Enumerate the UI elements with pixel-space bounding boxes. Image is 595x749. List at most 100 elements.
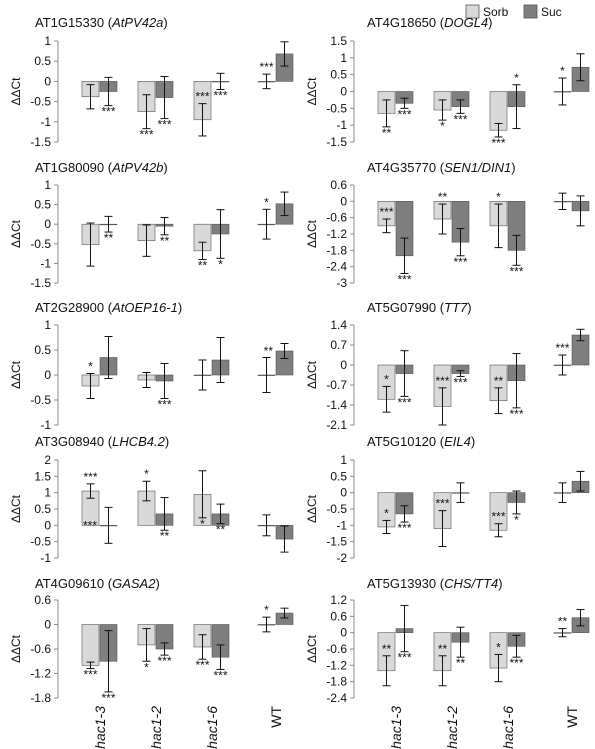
y-tick-label: 0.5 <box>34 502 51 516</box>
y-axis-label: ΔΔCt <box>305 219 319 248</box>
y-tick-label: 0 <box>44 518 51 532</box>
y-tick-label: 1.2 <box>330 593 347 607</box>
y-tick-label: 0 <box>44 74 51 88</box>
significance-mark: *** <box>435 374 449 388</box>
y-tick-label: -1.2 <box>30 667 51 681</box>
x-category-label: WT <box>564 706 580 728</box>
y-tick-label: -1.4 <box>326 398 347 412</box>
significance-mark: *** <box>101 691 115 705</box>
y-tick-label: 0.6 <box>330 609 347 623</box>
significance-mark: *** <box>397 521 411 535</box>
title-suffix: ) <box>467 300 471 315</box>
title-gene: AtOEP16-1 <box>111 300 178 315</box>
panel-6: AT3G08940 (LHCB4.2)21.510.50-0.5-1ΔΔCt**… <box>9 434 294 565</box>
y-tick-label: 0.5 <box>330 469 347 483</box>
significance-mark: * <box>560 64 565 78</box>
y-tick-label: -1.8 <box>30 691 51 705</box>
y-axis-label: ΔΔCt <box>9 219 23 248</box>
y-tick-label: 1.5 <box>34 469 51 483</box>
title-suffix: ) <box>471 434 475 449</box>
y-tick-label: 0.5 <box>34 198 51 212</box>
significance-mark: *** <box>157 654 171 668</box>
title-suffix: ) <box>178 300 182 315</box>
y-tick-label: -1.5 <box>326 135 347 149</box>
significance-mark: * <box>88 360 93 374</box>
title-gene: AtPV42a <box>111 15 163 30</box>
significance-mark: *** <box>379 205 393 219</box>
legend-swatch-sorb <box>465 4 480 19</box>
y-tick-label: 1 <box>340 51 347 65</box>
significance-mark: ** <box>264 344 274 358</box>
significance-mark: *** <box>453 112 467 126</box>
panel-title: AT1G15330 (AtPV42a) <box>35 15 168 30</box>
y-axis-label: ΔΔCt <box>9 634 23 663</box>
x-category-label: hac1-6 <box>204 706 220 749</box>
title-prefix: AT1G80090 ( <box>35 160 113 175</box>
y-tick-label: 0 <box>340 626 347 640</box>
significance-mark: ** <box>494 374 504 388</box>
title-prefix: AT2G28900 ( <box>35 300 113 315</box>
panel-title: AT5G10120 (EIL4) <box>367 434 475 449</box>
panel-2: AT1G80090 (AtPV42b)10.50-0.5-1-1.5ΔΔCt**… <box>9 160 294 290</box>
title-gene: GASA2 <box>112 576 156 591</box>
y-axis-label: ΔΔCt <box>9 360 23 389</box>
significance-mark: *** <box>83 518 97 532</box>
y-tick-label: 0.6 <box>330 178 347 192</box>
y-tick-label: -1 <box>336 118 347 132</box>
significance-mark: *** <box>491 510 505 524</box>
y-tick-label: 0.5 <box>330 68 347 82</box>
y-tick-label: 1.5 <box>330 34 347 48</box>
significance-mark: *** <box>397 272 411 286</box>
y-tick-label: -0.5 <box>30 95 51 109</box>
significance-mark: * <box>514 513 519 527</box>
title-gene: DOGL4 <box>444 15 488 30</box>
y-tick-label: -2.4 <box>326 260 347 274</box>
x-category-label: hac1-2 <box>444 706 460 749</box>
y-tick-label: 0.5 <box>34 54 51 68</box>
panel-title: AT5G07990 (TT7) <box>367 300 472 315</box>
significance-mark: * <box>264 195 269 209</box>
significance-mark: ** <box>382 642 392 656</box>
y-tick-label: -1.2 <box>326 227 347 241</box>
significance-mark: *** <box>453 255 467 269</box>
y-tick-label: 0 <box>340 486 347 500</box>
significance-mark: ** <box>198 258 208 272</box>
title-prefix: AT4G35770 ( <box>367 160 445 175</box>
significance-mark: *** <box>509 407 523 421</box>
bar-sorb <box>81 624 100 666</box>
y-tick-label: -1.5 <box>30 135 51 149</box>
title-gene: AtPV42b <box>111 160 163 175</box>
y-tick-label: 1.4 <box>330 318 347 332</box>
y-tick-label: -2.1 <box>326 418 347 432</box>
y-tick-label: 2 <box>44 453 51 467</box>
legend-swatch-suc <box>523 4 538 19</box>
title-prefix: AT4G18650 ( <box>367 15 445 30</box>
significance-mark: * <box>384 372 389 386</box>
y-tick-label: -0.6 <box>30 642 51 656</box>
y-tick-label: 0.6 <box>34 593 51 607</box>
x-category-label: hac1-2 <box>148 706 164 749</box>
y-tick-label: 1 <box>44 34 51 48</box>
title-prefix: AT1G15330 ( <box>35 15 113 30</box>
title-gene: EIL4 <box>444 434 471 449</box>
y-tick-label: -1 <box>40 551 51 565</box>
title-suffix: ) <box>163 15 167 30</box>
panel-1: AT4G18650 (DOGL4) 1.5 1 0.5 0 -0.5 -1 -1.5 ΔΔCt *… <box>305 15 590 150</box>
y-tick-label: 1 <box>44 486 51 500</box>
x-category-label: hac1-3 <box>92 706 108 749</box>
significance-mark: * <box>514 71 519 85</box>
y-tick-label: -0.7 <box>326 378 347 392</box>
significance-mark: ** <box>160 234 170 248</box>
significance-mark: ** <box>160 529 170 543</box>
significance-mark: *** <box>397 651 411 665</box>
x-category-label: WT <box>268 706 284 728</box>
title-gene: LHCB4.2 <box>112 434 166 449</box>
significance-mark: * <box>384 506 389 520</box>
y-tick-label: -1 <box>40 418 51 432</box>
y-tick-label: -0.5 <box>30 535 51 549</box>
title-gene: TT7 <box>444 300 468 315</box>
significance-mark: *** <box>555 341 569 355</box>
y-tick-label: 1 <box>44 318 51 332</box>
